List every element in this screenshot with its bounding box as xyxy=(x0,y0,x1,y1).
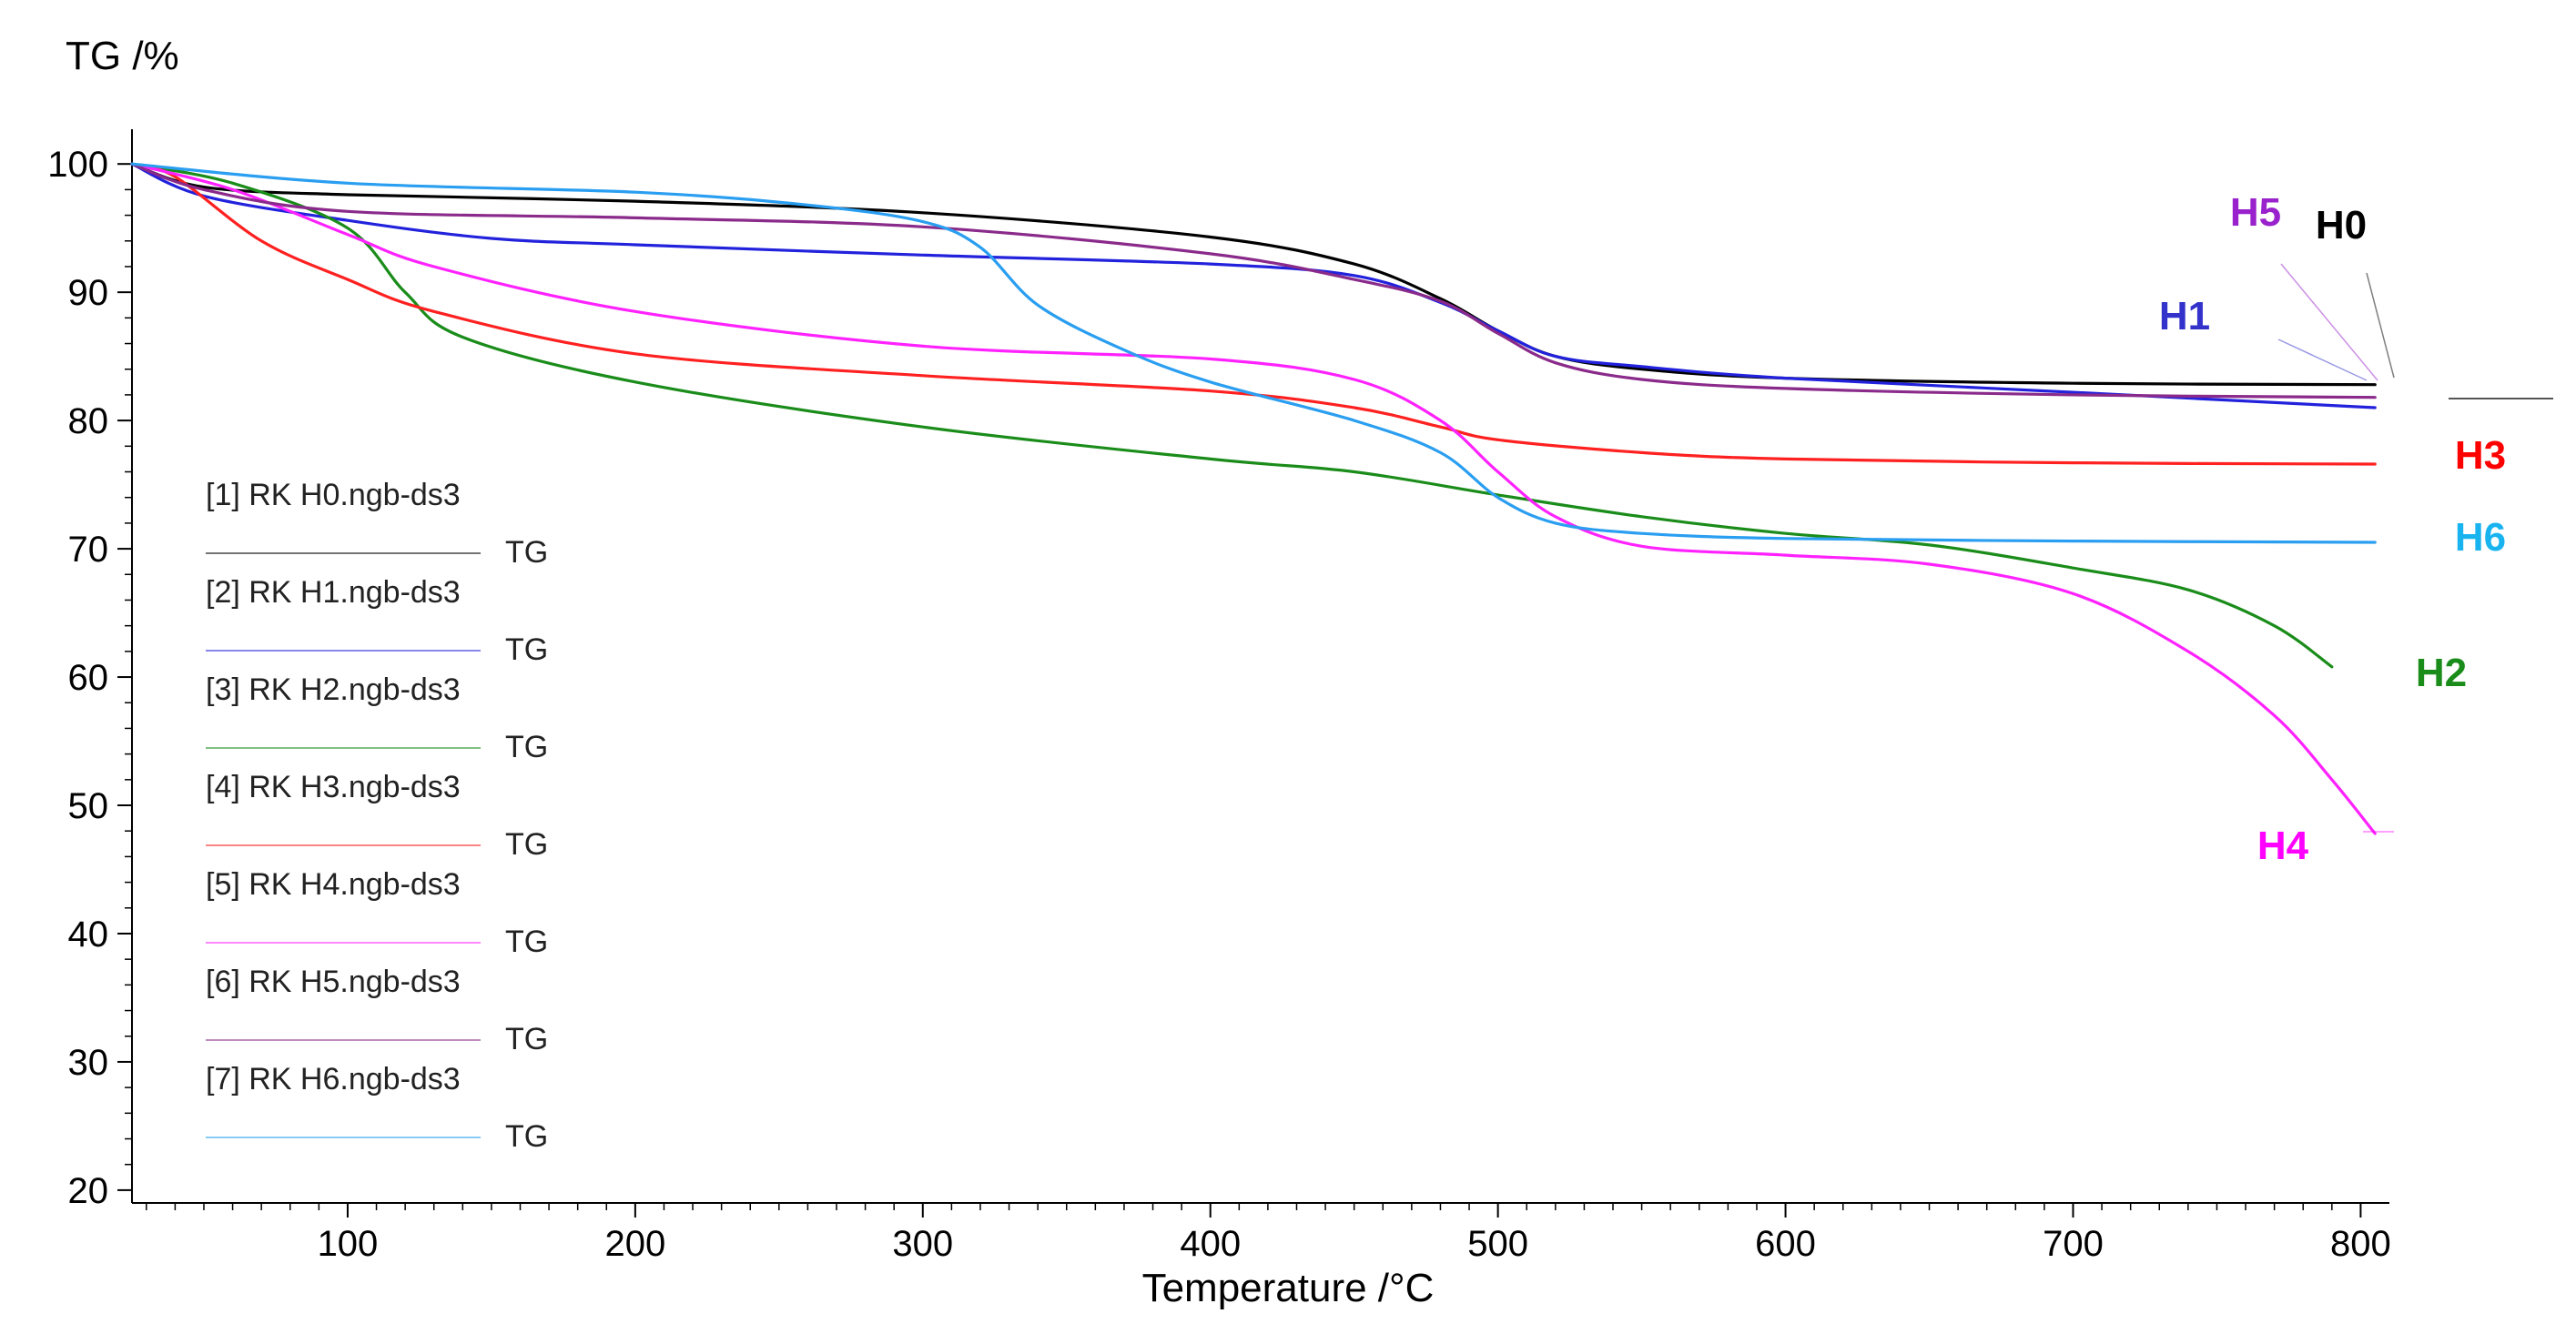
legend-entry-name: [6] RK H5.ngb-ds3 xyxy=(206,965,461,999)
series-label-h0: H0 xyxy=(2316,203,2367,248)
leader-line-h1 xyxy=(2277,339,2368,381)
legend-entry-name: [4] RK H3.ngb-ds3 xyxy=(206,770,461,804)
label-leader-lines xyxy=(2277,263,2553,833)
y-tick-label: 40 xyxy=(68,915,109,955)
y-tick-label: 60 xyxy=(68,658,109,698)
axes: 100 200 300 400 500 600 700 800 20 30 40 50 60 70 80 90… xyxy=(47,129,2391,1264)
x-tick-label: 300 xyxy=(892,1224,953,1264)
x-tick-label: 500 xyxy=(1467,1224,1528,1264)
y-tick-label: 80 xyxy=(68,401,109,441)
series-line-h5 xyxy=(130,162,2377,399)
series-label-h4: H4 xyxy=(2257,824,2309,868)
legend-entry-sublabel: TG xyxy=(505,632,548,667)
series-label-h3: H3 xyxy=(2455,433,2506,478)
y-tick-label: 100 xyxy=(47,145,108,185)
y-tick-label: 70 xyxy=(68,530,109,570)
series-label-h1: H1 xyxy=(2159,294,2210,339)
series-line-h6 xyxy=(130,162,2377,544)
x-tick-label: 700 xyxy=(2043,1224,2104,1264)
y-axis-title: TG /% xyxy=(66,34,179,78)
x-tick-label: 200 xyxy=(604,1224,665,1264)
series-line-h4 xyxy=(130,162,2377,835)
legend-entry-sublabel: TG xyxy=(505,730,548,764)
legend-entry-sublabel: TG xyxy=(505,827,548,862)
legend-entry-sublabel: TG xyxy=(505,535,548,570)
series-line-h3 xyxy=(130,162,2377,466)
series-line-h0 xyxy=(130,162,2377,387)
series-line-h2 xyxy=(130,162,2334,669)
x-tick-label: 600 xyxy=(1755,1224,1816,1264)
series-labels: H0 H1 H2 H3 H4 H5 H6 xyxy=(2159,190,2506,868)
x-tick-label: 800 xyxy=(2330,1224,2391,1264)
series-label-h5: H5 xyxy=(2230,190,2281,235)
series-label-h6: H6 xyxy=(2455,515,2506,560)
leader-line-h5 xyxy=(2280,263,2378,381)
x-tick-label: 100 xyxy=(318,1224,379,1264)
y-tick-label: 20 xyxy=(68,1171,109,1211)
series-line-h1 xyxy=(130,162,2377,409)
legend-entry-name: [7] RK H6.ngb-ds3 xyxy=(206,1062,461,1097)
legend: [1] RK H0.ngb-ds3 TG [2] RK H1.ngb-ds3 TG [3… xyxy=(206,478,548,1154)
y-tick-label: 90 xyxy=(68,273,109,313)
legend-entry-name: [2] RK H1.ngb-ds3 xyxy=(206,575,461,610)
y-tick-label: 50 xyxy=(68,786,109,826)
legend-entry-sublabel: TG xyxy=(505,1022,548,1056)
x-tick-label: 400 xyxy=(1180,1224,1241,1264)
leader-line-h0 xyxy=(2366,272,2395,379)
legend-entry-sublabel: TG xyxy=(505,1119,548,1154)
series-lines xyxy=(130,162,2377,835)
legend-entry-name: [5] RK H4.ngb-ds3 xyxy=(206,867,461,902)
legend-entry-sublabel: TG xyxy=(505,925,548,959)
legend-entry-name: [3] RK H2.ngb-ds3 xyxy=(206,672,461,707)
legend-entry-name: [1] RK H0.ngb-ds3 xyxy=(206,478,461,512)
x-axis-title: Temperature /°C xyxy=(1142,1266,1435,1310)
series-label-h2: H2 xyxy=(2416,651,2467,695)
y-tick-label: 30 xyxy=(68,1043,109,1083)
